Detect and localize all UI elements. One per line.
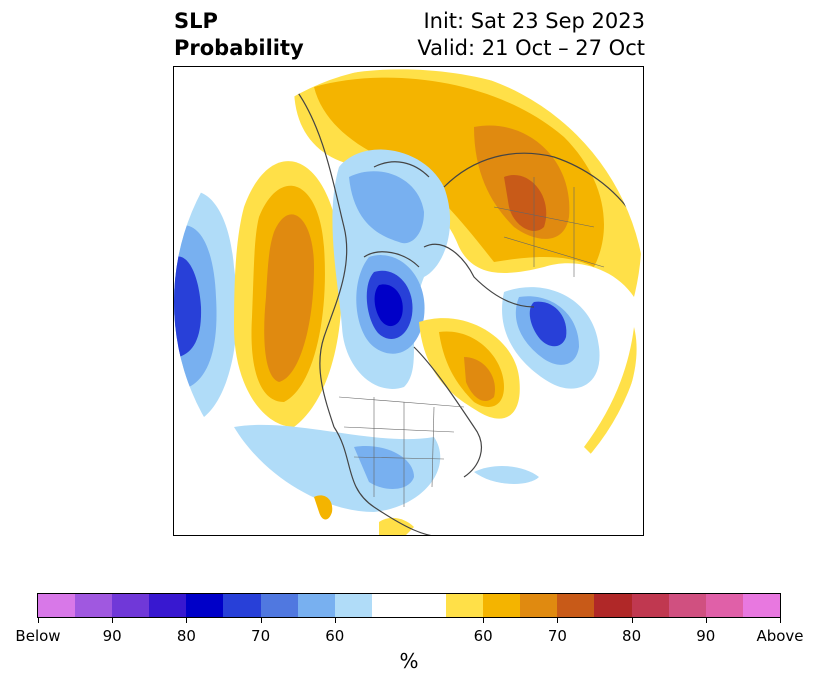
colorbar-segment bbox=[75, 594, 113, 617]
colorbar-tick bbox=[705, 618, 707, 623]
valid-dates: Valid: 21 Oct – 27 Oct bbox=[417, 36, 645, 60]
colorbar-segment bbox=[260, 594, 298, 617]
chart-title-left: SLP Probability bbox=[174, 8, 304, 62]
coastlines bbox=[293, 86, 635, 535]
title-type: Probability bbox=[174, 36, 304, 60]
colorbar-segment bbox=[408, 594, 447, 617]
colorbar-tick bbox=[112, 618, 114, 623]
colorbar-segment bbox=[520, 594, 558, 617]
colorbar-segment bbox=[112, 594, 150, 617]
colorbar-tick-label: 60 bbox=[325, 627, 345, 645]
colorbar-tick bbox=[260, 618, 262, 623]
colorbar-tick bbox=[38, 618, 39, 623]
colorbar-segment bbox=[186, 594, 224, 617]
colorbar-tick-label: Above bbox=[756, 627, 804, 645]
chart-title-right: Init: Sat 23 Sep 2023 Valid: 21 Oct – 27… bbox=[417, 8, 645, 62]
colorbar-segment bbox=[557, 594, 595, 617]
colorbar-tick bbox=[780, 618, 781, 623]
colorbar-segment bbox=[38, 594, 76, 617]
colorbar-tick-label: 80 bbox=[622, 627, 642, 645]
colorbar-segment bbox=[149, 594, 187, 617]
colorbar-segment bbox=[742, 594, 780, 617]
below-area-arctic-mid bbox=[349, 171, 424, 244]
probability-map bbox=[173, 66, 644, 536]
below-area-atlantic-small bbox=[474, 465, 539, 484]
above-area-south bbox=[379, 517, 414, 535]
below-area-hudson-core bbox=[374, 284, 403, 327]
colorbar-segment bbox=[446, 594, 484, 617]
colorbar-segment bbox=[483, 594, 521, 617]
colorbar-tick bbox=[186, 618, 188, 623]
above-area-eurasia-peak bbox=[504, 175, 547, 231]
colorbar-tick-label: 90 bbox=[102, 627, 122, 645]
colorbar-segment bbox=[297, 594, 335, 617]
colorbar-tick bbox=[483, 618, 485, 623]
colorbar-tick-label: 80 bbox=[176, 627, 196, 645]
colorbar bbox=[37, 593, 781, 618]
below-area-southus bbox=[234, 424, 441, 512]
above-area-mexico bbox=[314, 495, 333, 520]
colorbar-tick bbox=[631, 618, 633, 623]
below-area-southus-mid bbox=[354, 446, 414, 489]
colorbar-segment bbox=[631, 594, 669, 617]
colorbar-tick-label: 90 bbox=[696, 627, 716, 645]
below-area-europe-core bbox=[529, 301, 567, 347]
colorbar-segment bbox=[371, 594, 409, 617]
colorbar-segment bbox=[705, 594, 743, 617]
colorbar-tick bbox=[557, 618, 559, 623]
title-variable: SLP bbox=[174, 9, 218, 33]
below-area-pacific-core bbox=[174, 256, 202, 357]
above-area-atlantic-core bbox=[464, 357, 495, 402]
colorbar-tick-label: 60 bbox=[473, 627, 493, 645]
colorbar-segment bbox=[223, 594, 261, 617]
colorbar-segment bbox=[594, 594, 632, 617]
above-area-northpacific-core bbox=[264, 214, 314, 382]
colorbar-tick bbox=[334, 618, 336, 623]
colorbar-segment bbox=[668, 594, 706, 617]
colorbar-segment bbox=[334, 594, 372, 617]
borders bbox=[338, 177, 605, 507]
map-svg bbox=[174, 67, 643, 535]
colorbar-tick-label: 70 bbox=[547, 627, 567, 645]
colorbar-tick-label: Below bbox=[15, 627, 61, 645]
colorbar-unit: % bbox=[399, 649, 419, 673]
colorbar-tick-label: 70 bbox=[251, 627, 271, 645]
init-date: Init: Sat 23 Sep 2023 bbox=[423, 9, 645, 33]
